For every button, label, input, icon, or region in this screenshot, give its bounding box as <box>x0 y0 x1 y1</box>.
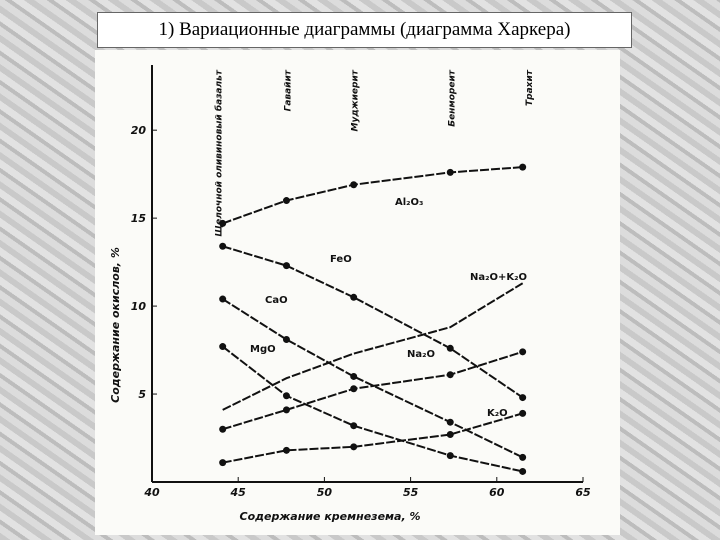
x-tick-label: 60 <box>489 486 505 499</box>
series-line <box>222 282 524 411</box>
series-label: K₂O <box>487 408 508 419</box>
y-axis-label: Содержание окислов, % <box>109 247 122 403</box>
data-point <box>282 336 290 344</box>
series-line <box>222 245 524 399</box>
slide-title: 1) Вариационные диаграммы (диаграмма Хар… <box>97 12 632 48</box>
series-line <box>222 298 524 459</box>
x-tick-label: 65 <box>575 486 591 499</box>
data-point <box>519 467 527 475</box>
series-label: Na₂O <box>407 349 435 360</box>
y-tick-label: 10 <box>131 300 147 313</box>
y-tick-label: 15 <box>131 212 147 225</box>
data-point <box>350 293 358 301</box>
series-label: Al₂O₃ <box>395 197 423 208</box>
data-point <box>219 459 227 467</box>
data-point <box>446 452 454 460</box>
y-tick-label: 5 <box>138 388 146 401</box>
data-point <box>519 453 527 461</box>
data-point <box>282 262 290 270</box>
series-label: Na₂O+K₂O <box>470 272 527 283</box>
series-label: CaO <box>265 295 288 306</box>
data-point <box>519 394 527 402</box>
series-line <box>222 412 523 464</box>
x-tick-label: 50 <box>317 486 333 499</box>
x-tick-label: 45 <box>230 486 247 499</box>
data-point <box>519 163 527 171</box>
data-point <box>446 418 454 426</box>
rock-label: Бенмореит <box>447 69 457 127</box>
data-point <box>446 168 454 176</box>
data-point <box>350 443 358 451</box>
y-tick-label: 20 <box>131 124 147 137</box>
data-point <box>350 181 358 189</box>
series-label: FeO <box>330 254 352 265</box>
data-point <box>446 371 454 379</box>
rock-label: Гавайит <box>283 69 293 111</box>
data-point <box>219 242 227 250</box>
x-axis-label: Содержание кремнезема, % <box>240 510 421 523</box>
data-point <box>446 344 454 352</box>
series-line <box>222 166 523 225</box>
rock-label: Муджиерит <box>351 69 361 131</box>
data-point <box>350 422 358 430</box>
series-line <box>222 345 523 473</box>
x-tick-label: 40 <box>143 486 160 499</box>
data-point <box>219 425 227 433</box>
data-point <box>350 372 358 380</box>
data-point <box>219 295 227 303</box>
data-point <box>282 392 290 400</box>
data-point <box>219 219 227 227</box>
rock-label: Щелочной оливиновый базальт <box>214 69 225 237</box>
data-point <box>219 343 227 351</box>
data-point <box>519 409 527 417</box>
series-label: MgO <box>250 344 276 355</box>
series-line <box>222 350 523 431</box>
rock-label: Трахит <box>525 69 535 106</box>
chart: Содержание кремнезема, % Содержание окис… <box>95 50 620 535</box>
data-point <box>519 348 527 356</box>
data-point <box>282 406 290 414</box>
data-point <box>282 446 290 454</box>
data-point <box>350 385 358 393</box>
data-point <box>282 197 290 205</box>
x-tick-label: 55 <box>403 486 419 499</box>
data-point <box>446 431 454 439</box>
